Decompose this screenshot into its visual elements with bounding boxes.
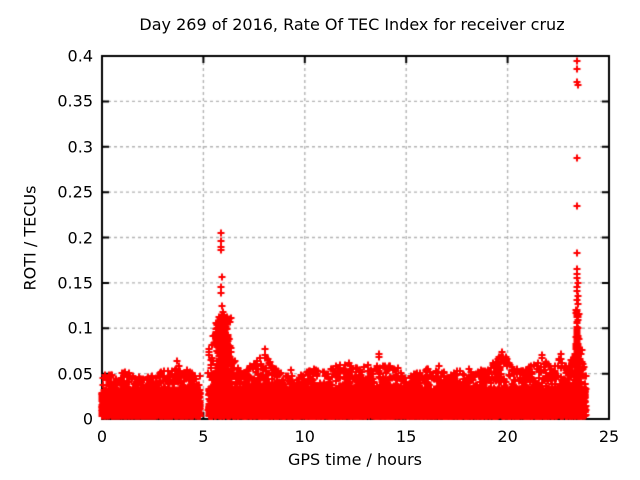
x-tick-label: 10 bbox=[294, 427, 315, 446]
x-tick-label: 25 bbox=[598, 427, 620, 446]
y-tick-label: 0 bbox=[82, 409, 93, 429]
x-tick-label: 20 bbox=[497, 427, 518, 446]
y-tick-label: 0.05 bbox=[57, 364, 93, 384]
y-tick-label: 0.15 bbox=[57, 273, 93, 293]
y-tick-label: 0.35 bbox=[57, 91, 93, 111]
x-tick-label: 0 bbox=[96, 427, 108, 446]
y-tick-label: 0.1 bbox=[67, 318, 93, 338]
chart-title: Day 269 of 2016, Rate Of TEC Index for r… bbox=[139, 15, 565, 34]
x-axis-label: GPS time / hours bbox=[288, 450, 422, 469]
y-tick-label: 0.4 bbox=[67, 46, 93, 66]
y-axis-label: ROTI / TECUs bbox=[20, 185, 40, 291]
y-tick-label: 0.3 bbox=[67, 137, 93, 157]
x-tick-label: 15 bbox=[396, 427, 417, 446]
y-tick-label: 0.2 bbox=[67, 228, 93, 247]
y-tick-label: 0.25 bbox=[57, 182, 93, 202]
x-tick-label: 5 bbox=[198, 427, 209, 446]
